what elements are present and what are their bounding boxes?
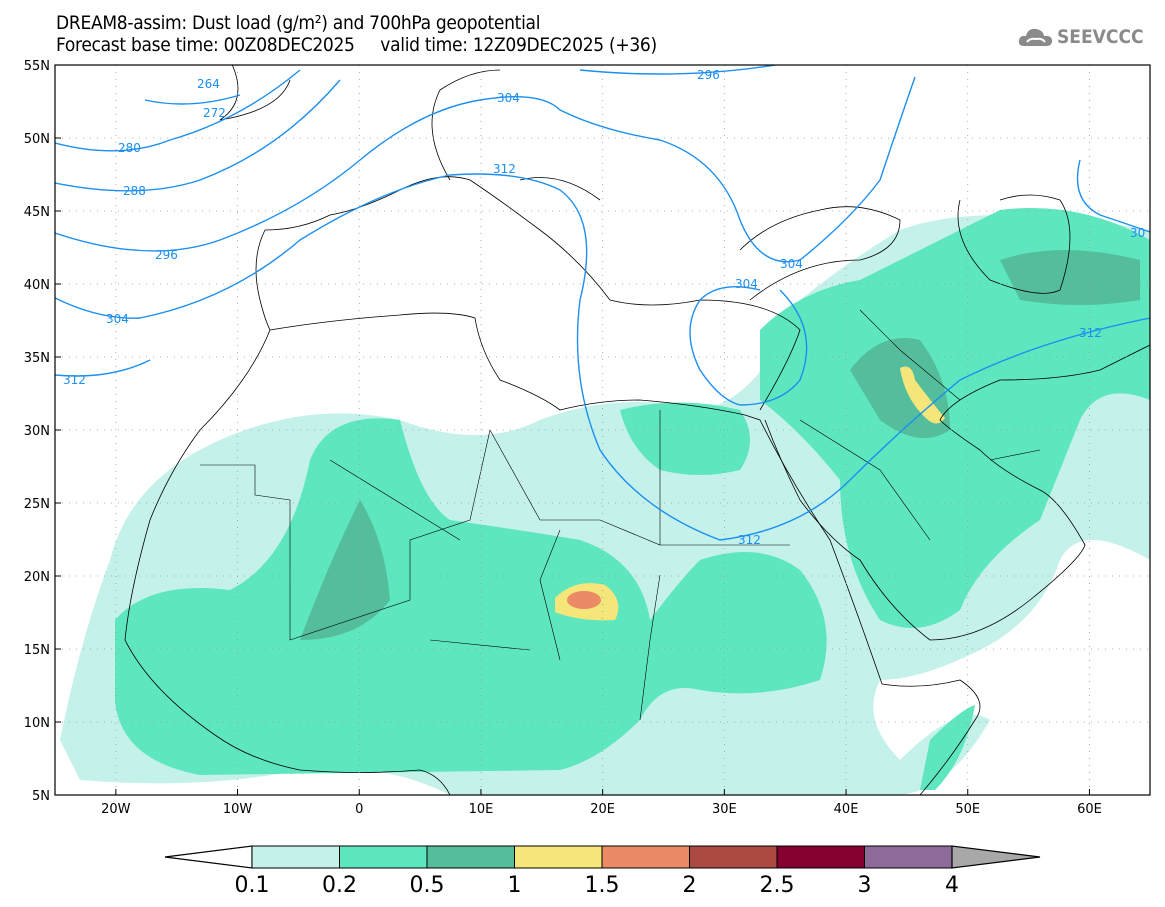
lat-label: 35N [24, 351, 50, 366]
colorbar-label: 4 [945, 873, 959, 898]
contour-label: 312 [493, 162, 516, 176]
lon-label: 40E [834, 802, 859, 817]
lon-label: 20E [590, 802, 615, 817]
lat-label: 20N [24, 570, 50, 585]
contour-label: 312 [63, 373, 86, 387]
contour-label: 296 [697, 68, 720, 82]
lon-label: 20W [101, 802, 131, 817]
contour-label: 296 [155, 248, 178, 262]
colorbar-label: 0.2 [322, 873, 357, 898]
lat-label: 55N [24, 59, 50, 74]
contour-label: 312 [738, 533, 761, 547]
country-borders [200, 309, 1041, 721]
colorbar-swatch [601, 845, 690, 869]
colorbar-swatch [339, 845, 428, 869]
colorbar-swatch [426, 845, 515, 869]
dust-1.0-iraq [900, 366, 945, 424]
dust-1.5-chad [567, 591, 601, 609]
contour-label: 272 [203, 106, 226, 120]
lon-label: 60E [1077, 802, 1102, 817]
contour-label: 264 [197, 77, 220, 91]
colorbar-swatch [514, 845, 603, 869]
lon-label: 10W [223, 802, 253, 817]
colorbar-label: 0.1 [235, 873, 270, 898]
colorbar: 0.1 0.2 0.5 1 1.5 2 2.5 3 4 [164, 845, 1041, 898]
lon-label: 30E [712, 802, 737, 817]
lat-label: 45N [24, 205, 50, 220]
graticule [55, 65, 1150, 795]
contour-label: 30 [1130, 226, 1145, 240]
colorbar-min-arrow [164, 845, 253, 869]
colorbar-swatch [776, 845, 865, 869]
lon-label: 0 [355, 802, 363, 817]
lat-label: 40N [24, 278, 50, 293]
dust-field: 264 272 280 288 296 304 312 296 304 312 … [55, 65, 1150, 795]
map-subtitle: Forecast base time: 00Z08DEC2025 valid t… [56, 34, 657, 56]
colorbar-label: 3 [858, 873, 872, 898]
dust-0.2-horn [920, 705, 975, 790]
dust-0.5-mali [300, 500, 390, 640]
cloud-icon [1018, 28, 1052, 46]
lat-label: 5N [32, 789, 50, 804]
contour-label: 304 [497, 91, 520, 105]
colorbar-label: 2.5 [760, 873, 795, 898]
seevccc-logo: SEEVCCC [1018, 26, 1144, 48]
contour-label: 304 [106, 312, 129, 326]
contour-label: 280 [118, 141, 141, 155]
lat-label: 10N [24, 716, 50, 731]
contour-label: 312 [1079, 326, 1102, 340]
lat-label: 15N [24, 643, 50, 658]
colorbar-max-arrow [951, 845, 1041, 869]
dust-0.2-middle-east [760, 208, 1150, 628]
colorbar-label: 2 [683, 873, 697, 898]
dust-0.5-caspian [1000, 250, 1140, 305]
colorbar-label: 1.5 [585, 873, 620, 898]
contour-labels: 264 272 280 288 296 304 312 296 304 312 … [63, 68, 1145, 547]
lon-label: 10E [469, 802, 494, 817]
colorbar-label: 0.5 [410, 873, 445, 898]
contour-label: 288 [123, 184, 146, 198]
lon-label: 50E [955, 802, 980, 817]
dust-0.2-egypt [620, 402, 750, 475]
contour-label: 304 [780, 257, 803, 271]
dust-0.2-west [115, 418, 827, 775]
lat-label: 25N [24, 497, 50, 512]
logo-text: SEEVCCC [1057, 26, 1144, 48]
lat-label: 30N [24, 424, 50, 439]
colorbar-swatch [689, 845, 778, 869]
colorbar-swatch [251, 845, 340, 869]
colorbar-swatch [864, 845, 953, 869]
lat-label: 50N [24, 132, 50, 147]
axis-ticks: 55N 50N 45N 40N 35N 30N 25N 20N 15N 10N 5N 20W 10W 0 1… [24, 59, 1102, 817]
colorbar-label: 1 [508, 873, 522, 898]
contour-label: 304 [735, 277, 758, 291]
map-title: DREAM8-assim: Dust load (g/m²) and 700hP… [56, 12, 541, 34]
